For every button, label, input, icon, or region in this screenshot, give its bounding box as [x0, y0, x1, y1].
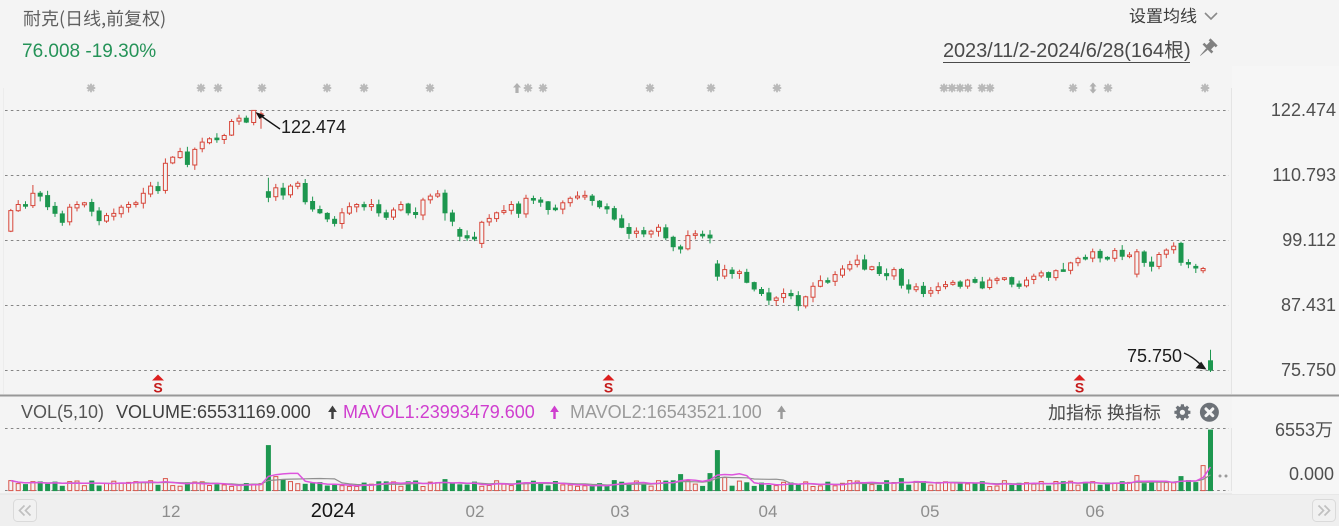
svg-text:S: S [604, 380, 613, 396]
svg-text:VOL(5,10): VOL(5,10) [21, 402, 104, 422]
svg-text:VOLUME:65531169.000: VOLUME:65531169.000 [116, 402, 311, 422]
svg-text:06: 06 [1086, 502, 1105, 521]
svg-text:75.750: 75.750 [1281, 360, 1336, 380]
svg-text:110.793: 110.793 [1272, 165, 1336, 185]
svg-text:03: 03 [611, 502, 630, 521]
svg-text:12: 12 [162, 502, 181, 521]
svg-text:2023/11/2-2024/6/28(164: 2023/11/2-2024/6/28(164 [943, 40, 1164, 62]
svg-text:04: 04 [759, 502, 778, 521]
svg-text:87.431: 87.431 [1281, 295, 1336, 315]
svg-text:75.750: 75.750 [1127, 346, 1182, 366]
svg-text:05: 05 [921, 502, 940, 521]
svg-text:2024: 2024 [311, 500, 356, 522]
svg-text:S: S [153, 380, 162, 396]
svg-text:0.000: 0.000 [1289, 464, 1334, 484]
svg-text:MAVOL2:16543521.100: MAVOL2:16543521.100 [570, 402, 762, 422]
svg-text:6553: 6553 [1275, 420, 1315, 440]
svg-text:): ) [1184, 40, 1191, 62]
svg-text:02: 02 [466, 502, 485, 521]
svg-text:S: S [1075, 380, 1084, 396]
svg-text:MAVOL1:23993479.600: MAVOL1:23993479.600 [343, 402, 535, 422]
svg-text:76.008 -19.30%: 76.008 -19.30% [22, 41, 156, 62]
svg-text:99.112: 99.112 [1282, 230, 1336, 250]
svg-text:122.474: 122.474 [1271, 100, 1336, 120]
svg-text:122.474: 122.474 [281, 117, 346, 137]
